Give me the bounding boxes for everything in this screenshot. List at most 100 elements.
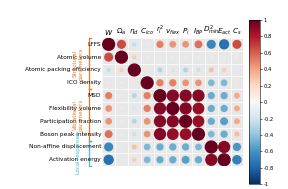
Text: Structural
parameters: Structural parameters	[73, 47, 84, 80]
Circle shape	[106, 106, 111, 111]
Circle shape	[128, 64, 140, 76]
Circle shape	[121, 121, 122, 122]
Bar	[166, 76, 179, 89]
Bar	[179, 76, 192, 89]
Text: $\Omega_a$: $\Omega_a$	[116, 27, 127, 37]
Circle shape	[193, 103, 204, 114]
Bar	[166, 64, 179, 76]
Bar	[115, 38, 128, 51]
Bar	[141, 76, 154, 89]
Bar	[230, 76, 243, 89]
Bar	[205, 115, 218, 128]
Circle shape	[183, 80, 188, 85]
Bar	[141, 64, 154, 76]
Text: $v_{flex}$: $v_{flex}$	[165, 28, 181, 37]
Bar	[154, 76, 166, 89]
Text: $C_s$: $C_s$	[232, 27, 242, 37]
Bar	[154, 153, 166, 166]
Bar	[179, 64, 192, 76]
Text: LFFS: LFFS	[88, 42, 101, 47]
Circle shape	[167, 103, 179, 114]
Bar	[141, 51, 154, 64]
Bar	[115, 102, 128, 115]
Circle shape	[144, 105, 150, 112]
Circle shape	[132, 94, 136, 97]
Bar	[154, 64, 166, 76]
Text: $\eta_d$: $\eta_d$	[129, 28, 139, 37]
Bar	[179, 89, 192, 102]
Bar	[128, 38, 141, 51]
Bar	[179, 141, 192, 153]
Bar	[115, 51, 128, 64]
Circle shape	[193, 90, 204, 101]
Circle shape	[120, 68, 123, 71]
Circle shape	[223, 68, 226, 71]
Bar	[128, 64, 141, 76]
Bar	[154, 141, 166, 153]
Circle shape	[103, 38, 115, 50]
Circle shape	[107, 68, 110, 71]
Circle shape	[235, 132, 239, 136]
Circle shape	[221, 93, 227, 99]
Text: Atomic volume: Atomic volume	[57, 55, 101, 60]
Bar	[115, 89, 128, 102]
Bar	[128, 128, 141, 141]
Bar	[102, 76, 115, 89]
Text: ICO density: ICO density	[67, 80, 101, 85]
Bar	[141, 153, 154, 166]
Bar	[102, 102, 115, 115]
Circle shape	[154, 90, 166, 101]
Bar	[230, 89, 243, 102]
Bar	[230, 141, 243, 153]
Circle shape	[180, 115, 192, 127]
Bar	[205, 38, 218, 51]
Circle shape	[193, 116, 204, 126]
Bar	[205, 102, 218, 115]
Circle shape	[104, 155, 113, 164]
Circle shape	[170, 144, 176, 150]
Circle shape	[167, 116, 178, 127]
Circle shape	[133, 133, 136, 136]
Circle shape	[235, 106, 239, 111]
Bar	[179, 115, 192, 128]
Circle shape	[205, 141, 217, 153]
Bar	[218, 128, 230, 141]
Bar	[166, 102, 179, 115]
Bar	[115, 76, 128, 89]
Circle shape	[196, 157, 201, 163]
Circle shape	[105, 131, 112, 137]
Text: $E_{act}$: $E_{act}$	[217, 27, 232, 37]
Bar	[218, 51, 230, 64]
Circle shape	[236, 69, 238, 71]
Circle shape	[172, 69, 174, 71]
Text: MSD: MSD	[88, 93, 101, 98]
Bar	[192, 141, 205, 153]
Bar	[205, 128, 218, 141]
Bar	[192, 51, 205, 64]
Circle shape	[157, 41, 163, 47]
Bar	[154, 89, 166, 102]
Bar	[128, 115, 141, 128]
Text: Local responses: Local responses	[76, 132, 81, 174]
Bar	[102, 89, 115, 102]
Circle shape	[209, 80, 214, 85]
Circle shape	[209, 132, 214, 137]
Circle shape	[145, 132, 150, 137]
Bar	[218, 76, 230, 89]
Circle shape	[183, 42, 188, 47]
Text: $I_{BP}$: $I_{BP}$	[193, 27, 204, 37]
Bar	[102, 141, 115, 153]
Bar	[192, 64, 205, 76]
Circle shape	[106, 119, 111, 124]
Circle shape	[197, 69, 200, 71]
Bar	[230, 153, 243, 166]
Bar	[115, 115, 128, 128]
Text: Flexibility volume: Flexibility volume	[49, 106, 101, 111]
Bar	[230, 38, 243, 51]
Bar	[141, 141, 154, 153]
Text: Boson peak intensity: Boson peak intensity	[39, 132, 101, 137]
Bar	[166, 51, 179, 64]
Bar	[128, 51, 141, 64]
Circle shape	[180, 90, 191, 101]
Bar	[192, 89, 205, 102]
